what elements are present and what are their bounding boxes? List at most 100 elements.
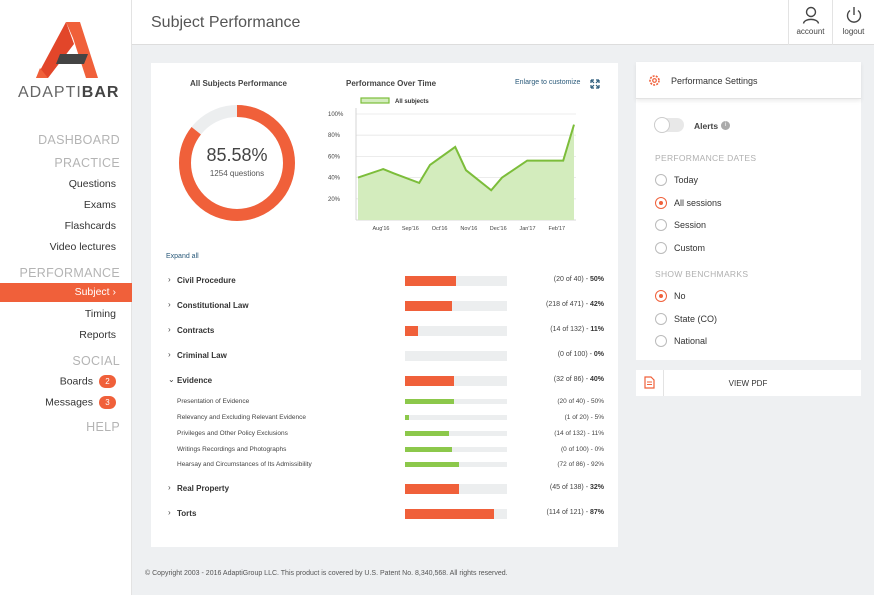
subject-progress-bar bbox=[405, 376, 507, 386]
expand-all-link[interactable]: Expand all bbox=[166, 253, 199, 260]
pdf-icon-box bbox=[636, 370, 664, 396]
subject-name: Criminal Law bbox=[177, 351, 227, 360]
radio-circle[interactable] bbox=[655, 290, 667, 302]
chevron-icon[interactable]: › bbox=[168, 275, 171, 284]
subject-progress-fill bbox=[405, 326, 419, 336]
nav-social-heading: SOCIAL bbox=[72, 354, 120, 368]
account-label: account bbox=[796, 27, 825, 36]
subtopic-progress-fill bbox=[405, 431, 449, 436]
nav-dashboard[interactable]: DASHBOARD bbox=[38, 133, 120, 147]
view-pdf-label: VIEW PDF bbox=[728, 379, 768, 388]
radio-option[interactable]: All sessions bbox=[655, 196, 855, 211]
radio-circle[interactable] bbox=[655, 241, 667, 254]
subtopic-row[interactable]: Relevancy and Excluding Relevant Evidenc… bbox=[151, 412, 618, 424]
radio-circle[interactable] bbox=[655, 335, 667, 347]
nav-messages[interactable]: Messages 3 bbox=[0, 396, 116, 409]
subtopic-name: Writings Recordings and Photographs bbox=[177, 446, 287, 453]
alerts-toggle[interactable] bbox=[654, 117, 684, 133]
subtopic-row[interactable]: Privileges and Other Policy Exclusions (1… bbox=[151, 428, 618, 440]
account-button[interactable]: account bbox=[788, 0, 832, 45]
subject-row[interactable]: › Criminal Law (0 of 100) - 0% bbox=[151, 348, 618, 364]
subject-name: Evidence bbox=[177, 376, 213, 385]
donut-arc bbox=[179, 105, 295, 221]
subtopic-progress-bar bbox=[405, 462, 507, 467]
subtopic-progress-fill bbox=[405, 399, 454, 404]
view-pdf-button[interactable]: VIEW PDF bbox=[636, 370, 861, 396]
subject-name: Torts bbox=[177, 509, 197, 518]
radio-circle[interactable] bbox=[655, 312, 667, 325]
subtopic-row[interactable]: Hearsay and Circumstances of Its Admissi… bbox=[151, 459, 618, 471]
x-tick-label: Oct'16 bbox=[432, 226, 448, 232]
nav-flashcards[interactable]: Flashcards bbox=[64, 220, 116, 232]
nav-questions[interactable]: Questions bbox=[68, 178, 116, 190]
nav-video-lectures[interactable]: Video lectures bbox=[49, 241, 116, 253]
subtopic-stats: (1 of 20) - 5% bbox=[564, 414, 604, 421]
chevron-icon[interactable]: › bbox=[168, 300, 171, 309]
footer-copyright: © Copyright 2003 - 2016 AdaptiGroup LLC.… bbox=[145, 570, 508, 577]
info-icon[interactable]: i bbox=[721, 121, 730, 130]
nav-help[interactable]: HELP bbox=[86, 420, 120, 434]
radio-label: All sessions bbox=[674, 197, 722, 208]
chevron-icon[interactable]: › bbox=[168, 325, 171, 334]
subtopic-name: Hearsay and Circumstances of Its Admissi… bbox=[177, 461, 312, 468]
chevron-icon[interactable]: › bbox=[168, 350, 171, 359]
chevron-icon[interactable]: › bbox=[168, 483, 171, 492]
chevron-icon[interactable]: › bbox=[168, 508, 171, 517]
radio-label: Session bbox=[674, 220, 707, 230]
messages-count-badge: 3 bbox=[99, 396, 116, 409]
expand-arrows-icon[interactable] bbox=[590, 79, 600, 89]
enlarge-link[interactable]: Enlarge to customize bbox=[515, 79, 580, 86]
benchmarks-label: SHOW BENCHMARKS bbox=[655, 269, 749, 279]
performance-donut bbox=[179, 105, 295, 221]
subject-progress-fill bbox=[405, 376, 454, 386]
legend-swatch bbox=[360, 97, 390, 104]
radio-circle[interactable] bbox=[655, 174, 667, 186]
nav-boards[interactable]: Boards 2 bbox=[0, 375, 116, 388]
chart-title: Performance Over Time bbox=[346, 79, 437, 88]
subject-stats: (0 of 100) - 0% bbox=[557, 351, 604, 358]
y-tick-label: 80% bbox=[328, 133, 341, 139]
alerts-label: Alerts bbox=[694, 121, 719, 131]
subject-stats: (20 of 40) - 50% bbox=[553, 276, 604, 283]
radio-label: State (CO) bbox=[674, 313, 718, 324]
nav-timing[interactable]: Timing bbox=[84, 308, 116, 320]
subtopic-row[interactable]: Writings Recordings and Photographs (0 of… bbox=[151, 444, 618, 456]
subject-stats: (218 of 471) - 42% bbox=[546, 301, 604, 308]
subtopic-stats: (14 of 132) - 11% bbox=[554, 430, 604, 437]
radio-option[interactable]: National bbox=[655, 335, 855, 349]
subject-row[interactable]: ⌄ Evidence (32 of 86) - 40% bbox=[151, 373, 618, 389]
radio-label: Today bbox=[674, 175, 699, 185]
chevron-icon[interactable]: ⌄ bbox=[168, 375, 175, 384]
nav-subject[interactable]: Subject › bbox=[0, 283, 132, 302]
radio-option[interactable]: Today bbox=[655, 174, 855, 188]
subject-row[interactable]: › Civil Procedure (20 of 40) - 50% bbox=[151, 273, 618, 289]
boards-count-badge: 2 bbox=[99, 375, 116, 388]
radio-circle[interactable] bbox=[655, 219, 667, 231]
logout-button[interactable]: logout bbox=[832, 0, 874, 45]
nav-reports[interactable]: Reports bbox=[79, 329, 116, 341]
subtopic-row[interactable]: Presentation of Evidence (20 of 40) - 50% bbox=[151, 396, 618, 408]
chart-y-ticks: 20% 40% 60% 80% 100% bbox=[328, 112, 344, 203]
radio-option[interactable]: State (CO) bbox=[655, 312, 855, 327]
subject-progress-fill bbox=[405, 484, 460, 494]
radio-circle[interactable] bbox=[655, 196, 667, 209]
y-tick-label: 60% bbox=[328, 154, 341, 160]
subject-row[interactable]: › Contracts (14 of 132) - 11% bbox=[151, 323, 618, 339]
nav-exams[interactable]: Exams bbox=[83, 199, 116, 211]
subject-row[interactable]: › Real Property (45 of 138) - 32% bbox=[151, 481, 618, 497]
subject-progress-bar bbox=[405, 351, 507, 361]
top-header: Subject Performance account logout bbox=[132, 0, 874, 45]
subject-progress-bar bbox=[405, 276, 507, 286]
subject-row[interactable]: › Torts (114 of 121) - 87% bbox=[151, 506, 618, 522]
subtopic-progress-fill bbox=[405, 462, 460, 467]
subtopic-progress-bar bbox=[405, 447, 507, 452]
x-tick-label: Dec'16 bbox=[490, 226, 507, 232]
performance-settings-card: Performance Settings Alerts i PERFORMANC… bbox=[636, 62, 861, 360]
radio-option[interactable]: Session bbox=[655, 219, 855, 233]
logo[interactable]: ADAPTIBAR bbox=[18, 18, 118, 108]
radio-option[interactable]: Custom bbox=[655, 241, 855, 256]
subject-row[interactable]: › Constitutional Law (218 of 471) - 42% bbox=[151, 298, 618, 314]
user-icon bbox=[802, 6, 819, 24]
radio-option[interactable]: No bbox=[655, 290, 855, 304]
settings-title: Performance Settings bbox=[671, 76, 758, 86]
